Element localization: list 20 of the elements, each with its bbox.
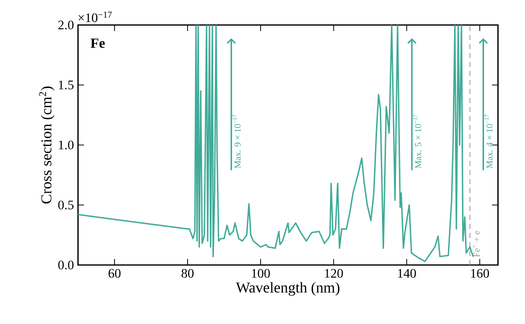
y-tick-label: 0.0: [58, 260, 74, 270]
ref-line-label: Fe$^{+}$ + e: [472, 230, 480, 257]
y-tick-label: 1.5: [58, 80, 74, 90]
text: ×10$^{−17}$: [78, 12, 112, 22]
line-series: [78, 24, 474, 262]
y-tick-label: 2.0: [58, 20, 74, 30]
x-tick-label: 160: [471, 268, 489, 278]
y-tick-label: 1.0: [58, 140, 74, 150]
y-tick-label: 0.5: [58, 200, 74, 210]
x-tick-label: 140: [398, 268, 416, 278]
x-tick-label: 120: [325, 268, 343, 278]
y-axis-title: Cross section (cm$^{2}$): [39, 86, 54, 204]
x-tick-label: 80: [182, 268, 194, 278]
x-axis-title: Wavelength (nm): [236, 282, 340, 296]
annotation: Max. 5 × 10$^{−17}$: [413, 114, 422, 168]
annotation: Fe: [90, 38, 105, 48]
x-tick-label: 100: [252, 268, 270, 278]
x-tick-label: 60: [108, 268, 121, 278]
annotation: Max. 4 × 10$^{−17}$: [484, 114, 493, 168]
annotation: Max. 9 × 10$^{−17}$: [232, 114, 241, 168]
